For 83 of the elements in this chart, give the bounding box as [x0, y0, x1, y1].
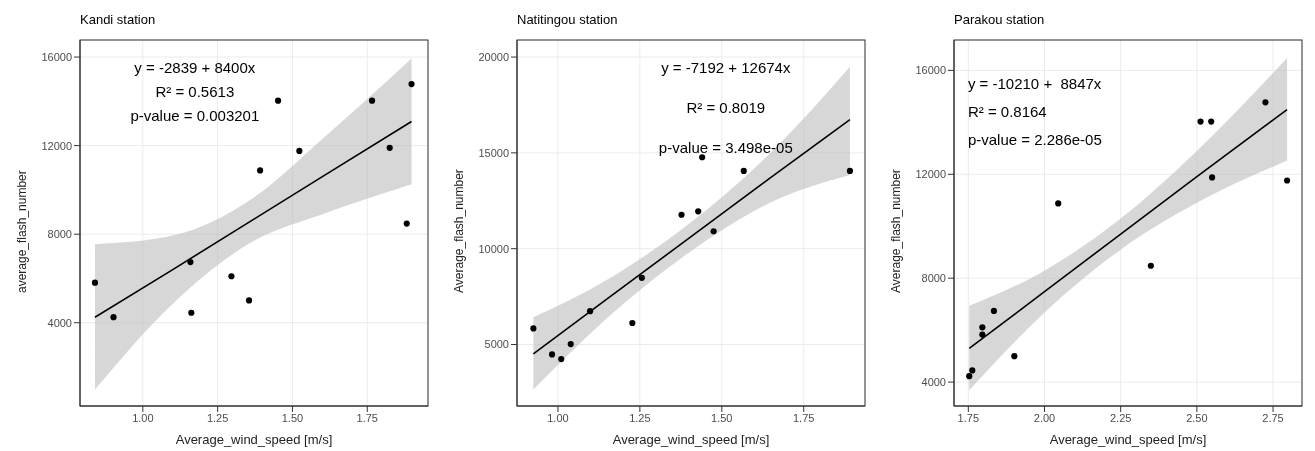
annotation: y = -10210 + 8847x: [967, 75, 1102, 92]
point: [638, 274, 645, 281]
point: [187, 259, 194, 266]
point: [969, 367, 976, 374]
point: [1283, 177, 1291, 184]
y-tick-label: 16000: [915, 64, 946, 77]
point: [386, 144, 393, 151]
y-tick-label: 8000: [921, 272, 946, 285]
annotation: R² = 0.5613: [155, 83, 235, 100]
annotation: p-value = 2.286e-05: [967, 131, 1102, 148]
point: [228, 273, 235, 280]
chart-title: Parakou station: [953, 11, 1046, 29]
y-tick-label: 4000: [921, 376, 946, 389]
x-tick-label: 1.75: [356, 411, 378, 424]
chart-title: Natitingou station: [516, 11, 619, 29]
annotation: R² = 0.8019: [686, 99, 766, 116]
x-tick-label: 2.25: [1109, 411, 1132, 424]
annotation: y = -2839 + 8400x: [134, 59, 256, 76]
y-axis-title: Average_flash_number: [889, 169, 904, 293]
line-series: [532, 118, 851, 355]
point: [188, 309, 195, 316]
x-tick-label: 2.50: [1186, 411, 1208, 424]
x-tick-label: 1.25: [206, 411, 229, 424]
y-tick-label: 16000: [41, 50, 72, 63]
x-tick-label: 2.75: [1262, 411, 1284, 424]
point: [296, 147, 303, 155]
point: [740, 167, 747, 174]
point: [1197, 118, 1204, 125]
x-tick-label: 1.50: [281, 411, 304, 424]
x-tick-label: 1.75: [957, 411, 980, 424]
line-series: [968, 108, 1288, 350]
y-tick-label: 10000: [478, 242, 509, 255]
point: [558, 355, 565, 363]
point: [846, 167, 854, 174]
point: [979, 324, 986, 331]
annotation: R² = 0.8164: [967, 103, 1047, 120]
annotation: y = -7192 + 12674x: [661, 59, 791, 76]
point: [548, 351, 556, 358]
point: [408, 80, 415, 88]
point: [966, 373, 973, 380]
y-tick-label: 12000: [41, 139, 72, 152]
x-tick-label: 1.75: [793, 411, 815, 424]
point: [110, 314, 117, 321]
point: [275, 97, 282, 104]
point: [403, 220, 410, 227]
point: [245, 297, 253, 304]
x-axis-title: Average_wind_speed [m/s]: [1049, 432, 1207, 447]
y-tick-label: 12000: [915, 168, 946, 181]
y-axis-title: Average_flash_number: [452, 169, 467, 293]
y-tick-label: 8000: [47, 228, 72, 241]
point: [1209, 174, 1216, 181]
y-tick-label: 15000: [478, 146, 509, 159]
point: [979, 331, 986, 338]
y-tick-label: 4000: [47, 316, 72, 329]
y-tick-label: 20000: [478, 50, 509, 63]
point: [567, 341, 574, 348]
x-tick-label: 1.25: [629, 411, 651, 424]
point: [91, 279, 99, 286]
x-tick-label: 1.50: [711, 411, 733, 424]
point: [678, 211, 685, 218]
point: [1262, 99, 1269, 106]
point: [629, 319, 636, 327]
x-axis-title: Average_wind_speed [m/s]: [612, 432, 770, 447]
x-axis-title: Average_wind_speed [m/s]: [175, 432, 333, 447]
annotation: p-value = 3.498e-05: [658, 139, 793, 156]
y-axis-title: average_flash_number: [15, 170, 30, 293]
point: [586, 308, 594, 315]
point: [1208, 118, 1215, 125]
x-tick-label: 2.00: [1033, 411, 1056, 424]
point: [710, 228, 717, 235]
point: [990, 307, 998, 315]
point: [1147, 262, 1154, 269]
point: [1055, 200, 1062, 207]
chart-title: Kandi station: [79, 11, 157, 29]
point: [368, 97, 376, 104]
point: [530, 325, 537, 332]
x-tick-label: 1.00: [547, 411, 569, 424]
y-tick-label: 5000: [484, 338, 509, 351]
point: [257, 167, 264, 174]
point: [695, 208, 702, 215]
annotation: p-value = 0.003201: [130, 107, 260, 124]
x-tick-label: 1.00: [132, 411, 154, 424]
point: [1011, 353, 1018, 360]
